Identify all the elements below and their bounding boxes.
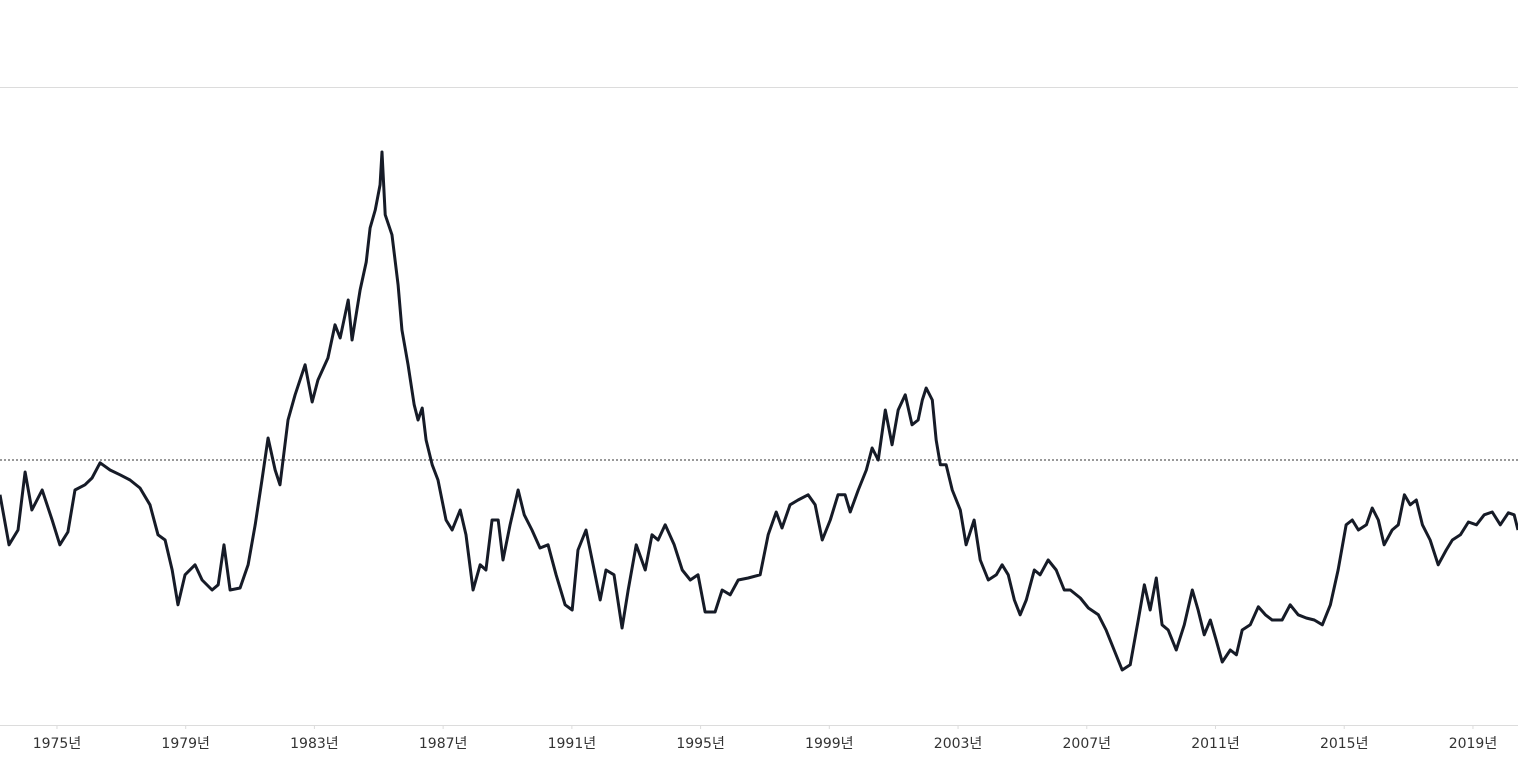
x-tick-label: 1979년 [161,736,210,752]
x-tick-label: 1983년 [290,736,339,752]
x-tick-label: 2019년 [1449,736,1498,752]
x-tick-label: 1991년 [548,736,597,752]
x-tick-label: 1999년 [805,736,854,752]
x-tick-label: 2007년 [1063,736,1112,752]
data-line [0,150,1518,672]
x-tick-label: 1975년 [33,736,82,752]
x-tick-label: 2003년 [934,736,983,752]
x-tick-label: 1987년 [419,736,468,752]
x-tick-label: 2011년 [1191,736,1240,752]
x-tick-label: 1995년 [676,736,725,752]
x-tick-label: 2015년 [1320,736,1369,752]
